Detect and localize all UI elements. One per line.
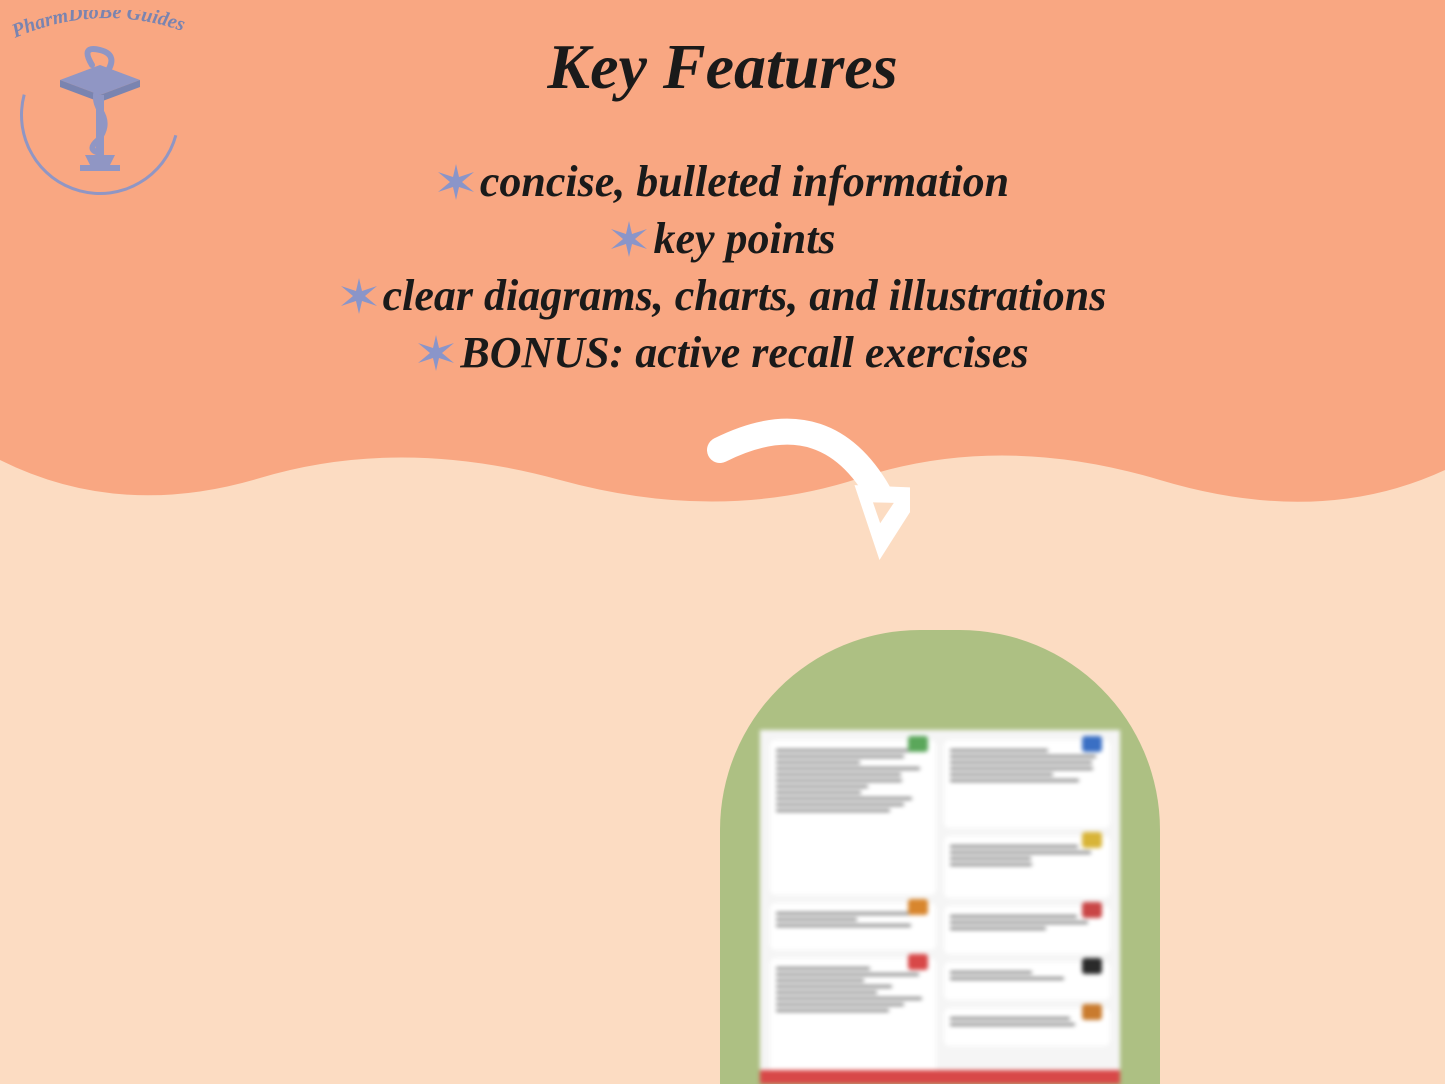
feature-item: concise, bulleted information <box>0 156 1445 207</box>
star-icon <box>339 276 379 316</box>
worksheet-box <box>770 903 936 950</box>
feature-text: BONUS: active recall exercises <box>460 327 1028 378</box>
worksheet-box <box>944 740 1110 828</box>
worksheet-box <box>770 740 936 895</box>
feature-item: BONUS: active recall exercises <box>0 327 1445 378</box>
features-list: concise, bulleted information key points… <box>0 150 1445 384</box>
worksheet-footer <box>760 1070 1120 1084</box>
star-icon <box>436 162 476 202</box>
feature-text: clear diagrams, charts, and illustration… <box>383 270 1107 321</box>
worksheet-image <box>760 730 1120 1084</box>
curved-arrow-icon <box>690 410 910 610</box>
feature-item: clear diagrams, charts, and illustration… <box>0 270 1445 321</box>
feature-text: concise, bulleted information <box>480 156 1009 207</box>
feature-text: key points <box>653 213 835 264</box>
worksheet-right-column <box>944 740 1110 1074</box>
worksheet-left-column <box>770 740 936 1074</box>
worksheet-box <box>944 1008 1110 1046</box>
feature-item: key points <box>0 213 1445 264</box>
worksheet-box <box>944 836 1110 898</box>
worksheet-box <box>944 962 1110 1000</box>
worksheet-box <box>770 958 936 1074</box>
worksheet-box <box>944 906 1110 954</box>
page-title: Key Features <box>0 30 1445 104</box>
worksheet-preview-card <box>720 630 1160 1084</box>
star-icon <box>609 219 649 259</box>
star-icon <box>416 333 456 373</box>
